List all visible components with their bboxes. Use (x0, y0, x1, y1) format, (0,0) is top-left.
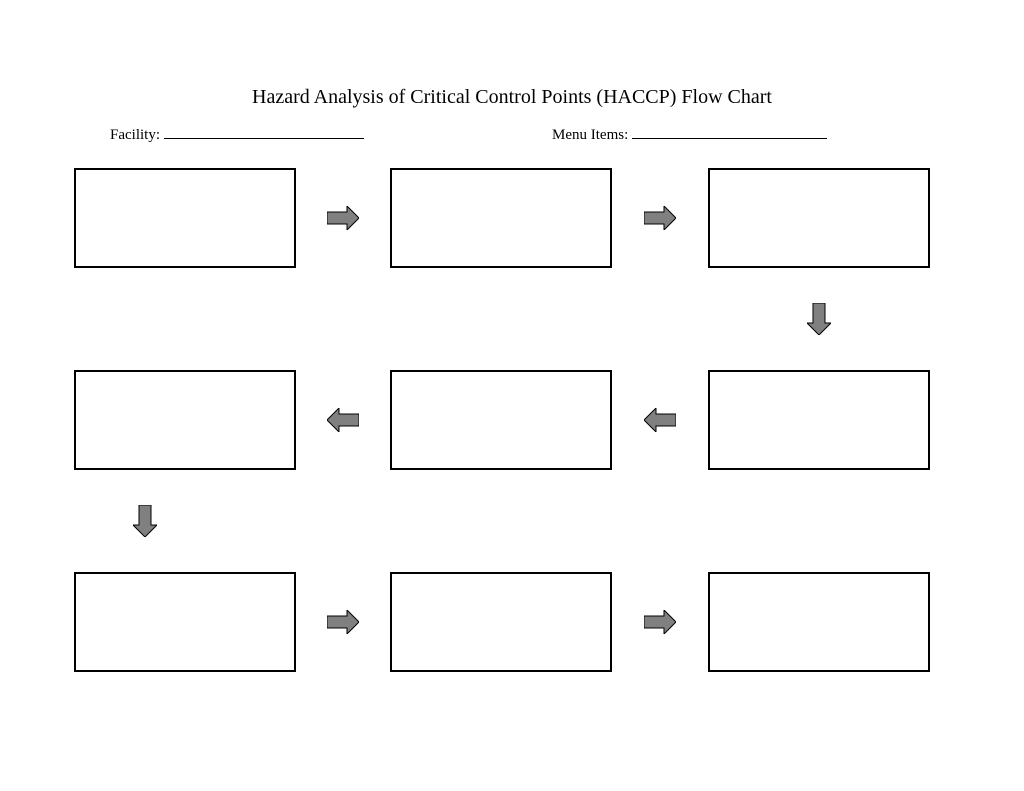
haccp-flowchart-page: Hazard Analysis of Critical Control Poin… (0, 0, 1024, 791)
arrow-down-icon (133, 505, 157, 537)
flow-box (74, 168, 296, 268)
flow-box (708, 168, 930, 268)
field-blank-line (632, 124, 827, 139)
arrow-left-icon (327, 408, 359, 432)
arrow-right-icon (327, 206, 359, 230)
flow-box (74, 370, 296, 470)
arrow-right-icon (644, 206, 676, 230)
field-blank-line (164, 124, 364, 139)
flow-box (708, 572, 930, 672)
flow-box (708, 370, 930, 470)
field-label: Menu Items: (552, 127, 628, 144)
arrow-right-icon (644, 610, 676, 634)
page-title-text: Hazard Analysis of Critical Control Poin… (252, 86, 772, 108)
form-field: Menu Items: (552, 124, 827, 144)
arrow-left-icon (644, 408, 676, 432)
flow-box (390, 370, 612, 470)
field-label: Facility: (110, 127, 160, 144)
flow-box (390, 572, 612, 672)
flow-box (74, 572, 296, 672)
arrow-right-icon (327, 610, 359, 634)
page-title: Hazard Analysis of Critical Control Poin… (0, 86, 1024, 109)
flow-box (390, 168, 612, 268)
form-field: Facility: (110, 124, 364, 144)
arrow-down-icon (807, 303, 831, 335)
